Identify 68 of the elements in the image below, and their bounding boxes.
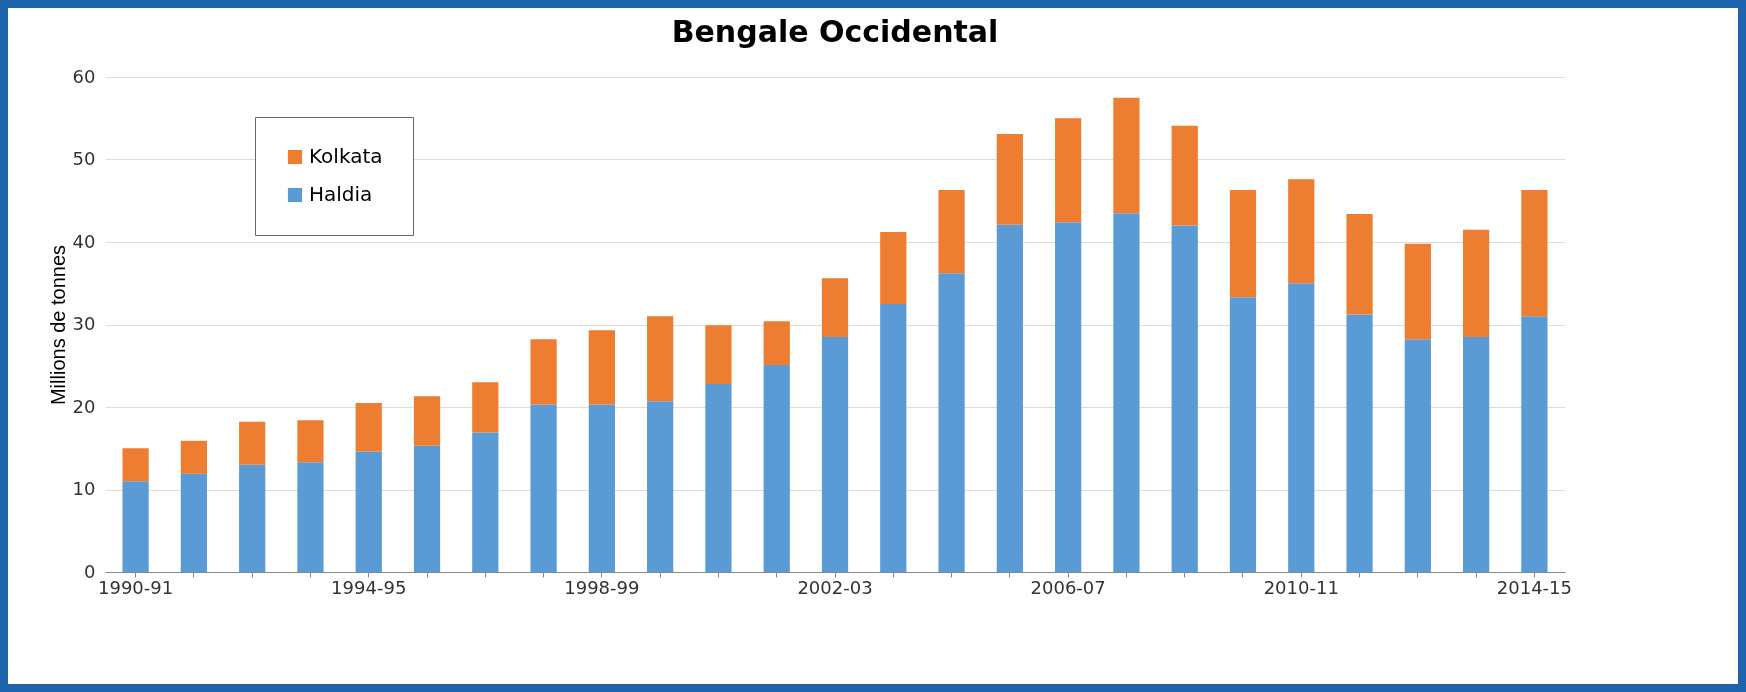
bar [647,316,674,402]
bar [1288,179,1315,284]
bar [413,396,441,446]
bar [996,224,1023,572]
bar [938,273,965,572]
bar [1055,222,1082,572]
bar [530,404,557,572]
bar [472,382,499,433]
x-tick-label: 2010-11 [1263,576,1339,598]
bar [1521,316,1548,572]
bar [239,421,266,465]
bar [239,464,266,572]
bar [1113,213,1140,572]
bar [1404,339,1431,572]
x-tick-label: 2002-03 [797,576,873,598]
bar [1171,125,1198,226]
bar [1521,190,1548,317]
bar [763,364,790,572]
chart-title: Bengale Occidental [671,14,999,49]
bar [938,190,965,274]
bar [763,321,790,365]
bar [297,462,324,572]
bar [1404,243,1431,340]
legend-label: Kolkata [309,144,383,168]
y-tick-label: 60 [72,65,96,87]
bar [821,336,849,572]
bar [122,448,149,482]
bar [1346,314,1373,572]
bar [530,339,557,405]
bar [705,383,732,572]
y-tick-label: 10 [72,478,96,499]
bar [1055,118,1082,223]
y-tick-label: 40 [72,230,96,252]
legend-label: Haldia [309,182,373,206]
bar [821,278,849,337]
bar [180,440,207,474]
bar [996,133,1023,225]
x-tick-label: 1994-95 [331,576,407,598]
bar [355,451,382,572]
bar [880,303,907,572]
bar [472,432,499,572]
bar [1288,283,1315,572]
bar [1229,190,1257,298]
bar [647,401,674,572]
bar [180,473,207,572]
bar [588,330,615,405]
bar [1463,336,1490,572]
x-tick-label: 1990-91 [97,576,174,598]
y-tick-label: 20 [72,395,96,417]
x-tick-label: 2014-15 [1496,576,1573,598]
x-tick-label: 1998-99 [564,576,640,598]
bar [705,325,732,384]
bar [588,404,615,572]
y-axis-title: Millions de tonnes [46,244,69,406]
bar [355,402,382,452]
bar [1346,213,1373,315]
bar [1229,297,1257,572]
bar [880,232,907,304]
bar [122,481,149,572]
bar [1171,225,1198,572]
y-tick-label: 30 [72,313,96,334]
bar [1463,229,1490,337]
bar [413,445,441,572]
y-tick-label: 0 [84,560,96,582]
bar [1113,97,1140,214]
y-tick-label: 50 [72,148,96,169]
x-tick-label: 2006-07 [1030,576,1106,598]
bar [297,420,324,463]
